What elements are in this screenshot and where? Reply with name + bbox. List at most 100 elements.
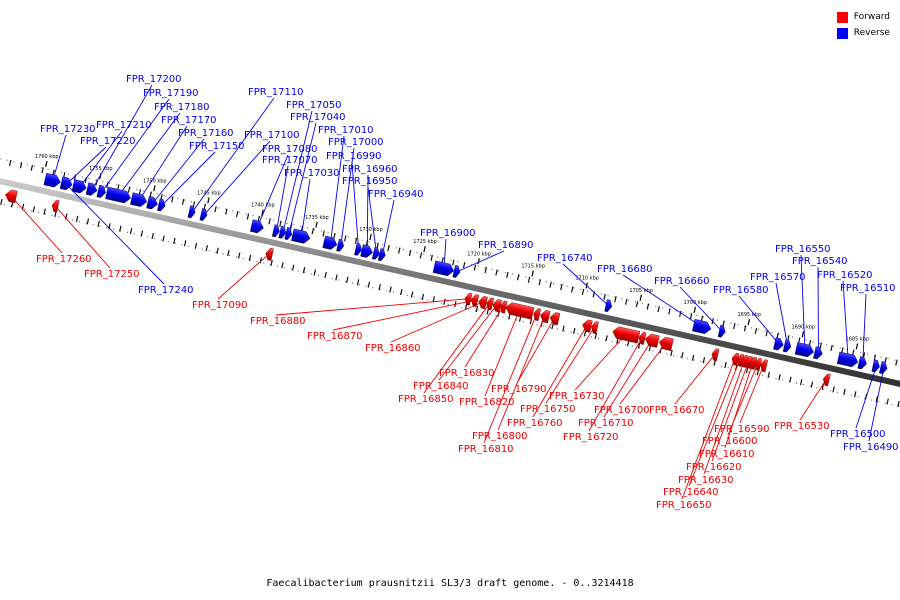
- gene-leader-line: [152, 138, 205, 204]
- minor-tick: [475, 306, 479, 313]
- gene-leader-line: [738, 295, 780, 345]
- gene-label: FPR_16520: [817, 270, 873, 281]
- gene-leader-line: [438, 305, 497, 381]
- gene-label: FPR_16640: [663, 487, 719, 498]
- minor-tick: [151, 232, 154, 240]
- gene-label: FPR_16660: [654, 276, 710, 287]
- gene-label: FPR_17100: [244, 130, 300, 141]
- gene-leader-line: [390, 301, 483, 343]
- minor-tick: [346, 276, 349, 283]
- gene-label: FPR_17210: [96, 120, 152, 131]
- minor-tick: [702, 357, 706, 364]
- gene-label: FPR_17200: [126, 74, 182, 85]
- minor-tick: [443, 298, 446, 305]
- minor-tick: [41, 167, 44, 174]
- gene-arrow: [823, 373, 831, 387]
- gene-arrow: [71, 179, 87, 194]
- gene-leader-line: [842, 280, 849, 360]
- gene-arrow: [130, 192, 148, 207]
- strand-guide-dots: [0, 157, 900, 408]
- gene-arrow: [59, 176, 73, 191]
- gene-arrow: [760, 359, 768, 373]
- scale-tick-label: 1745 kbp: [197, 190, 221, 196]
- minor-tick: [743, 325, 747, 332]
- gene-label: FPR_17180: [154, 102, 210, 113]
- gene-label: FPR_17010: [318, 125, 374, 136]
- minor-tick: [194, 242, 198, 249]
- minor-tick: [97, 220, 100, 227]
- minor-tick: [335, 274, 338, 281]
- minor-tick: [670, 349, 673, 356]
- minor-tick: [594, 332, 598, 339]
- gene-leader-line: [799, 379, 827, 421]
- gene-label: FPR_17220: [80, 136, 136, 147]
- gene-leader-line: [10, 195, 63, 254]
- gene-label: FPR_17030: [284, 168, 340, 179]
- minor-tick: [205, 245, 209, 252]
- minor-tick: [419, 252, 423, 259]
- label-leader-lines: [10, 84, 885, 500]
- gene-arrow: [604, 299, 612, 313]
- gene-label: FPR_16890: [478, 240, 534, 251]
- gene-label: FPR_16820: [459, 397, 515, 408]
- gene-label: FPR_16700: [594, 405, 650, 416]
- gene-leader-line: [275, 298, 468, 316]
- gene-leader-line: [138, 125, 188, 201]
- minor-tick: [8, 159, 12, 166]
- gene-label: FPR_17170: [161, 115, 217, 126]
- minor-tick: [291, 264, 295, 271]
- gene-arrow: [857, 356, 867, 370]
- minor-tick: [886, 398, 889, 405]
- minor-tick: [495, 269, 498, 276]
- gene-arrow: [146, 196, 158, 210]
- gene-label: FPR_17230: [40, 124, 96, 135]
- minor-tick: [765, 330, 768, 337]
- minor-tick: [324, 271, 327, 279]
- gene-leader-line: [545, 327, 595, 404]
- minor-tick: [322, 230, 325, 237]
- gene-arrow: [278, 225, 287, 239]
- minor-tick: [657, 305, 660, 313]
- gene-arrow: [549, 312, 561, 326]
- minor-tick: [246, 213, 250, 220]
- minor-tick: [895, 359, 898, 366]
- gene-arrow: [879, 361, 888, 375]
- minor-tick: [516, 274, 520, 281]
- minor-tick: [86, 218, 90, 225]
- minor-tick: [354, 237, 358, 244]
- minor-tick: [0, 198, 3, 206]
- minor-tick: [389, 286, 392, 293]
- minor-tick: [227, 250, 230, 257]
- gene-arrow: [582, 319, 593, 333]
- gene-arrow: [432, 260, 454, 277]
- minor-tick: [754, 327, 758, 334]
- gene-arrow: [5, 189, 18, 204]
- gene-leader-line: [52, 134, 67, 181]
- gene-label: FPR_16940: [368, 189, 424, 200]
- gene-leader-line: [191, 97, 275, 213]
- gene-leader-line: [532, 325, 588, 418]
- scale-tick-label: 1720 kbp: [467, 251, 491, 257]
- minor-tick: [733, 322, 736, 330]
- gene-label: FPR_17260: [36, 254, 92, 265]
- minor-tick: [378, 284, 381, 291]
- gene-leader-line: [54, 205, 111, 269]
- gene-arrow: [540, 310, 551, 324]
- minor-tick: [799, 379, 803, 386]
- minor-tick: [311, 228, 315, 235]
- minor-tick: [646, 303, 650, 310]
- reverse-strand-guide: [0, 157, 900, 362]
- gene-leader-line: [203, 140, 271, 216]
- gene-label: FPR_16530: [774, 421, 830, 432]
- minor-tick: [506, 271, 509, 278]
- gene-arrow: [478, 296, 488, 310]
- gene-leader-line: [423, 303, 490, 394]
- gene-leader-line: [65, 183, 165, 285]
- gene-arrow: [612, 326, 641, 344]
- gene-arrow: [284, 227, 293, 240]
- forward-swatch: [836, 11, 848, 23]
- gene-leader-line: [622, 274, 703, 328]
- gene-leader-line: [679, 286, 723, 332]
- minor-tick: [778, 374, 781, 381]
- gene-labels: FPR_17260FPR_17250FPR_17240FPR_17230FPR_…: [36, 74, 899, 511]
